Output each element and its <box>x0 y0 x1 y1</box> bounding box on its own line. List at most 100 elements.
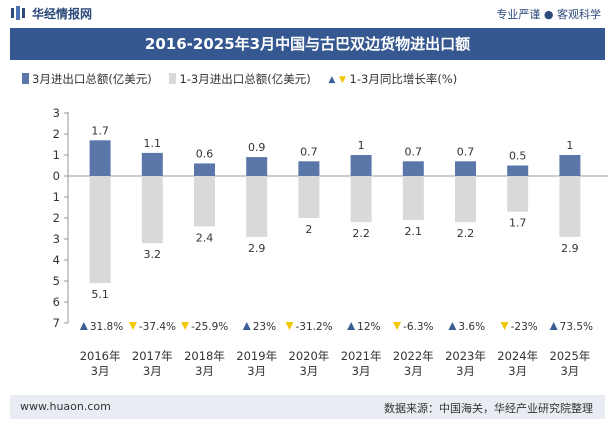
legend-swatch-cumulative <box>169 73 177 84</box>
y-tick-label: 3 <box>53 106 60 120</box>
bar-cumulative <box>507 176 529 212</box>
bar-march <box>402 161 424 176</box>
growth-down-icon <box>128 322 137 330</box>
data-label-march: 1 <box>358 139 365 152</box>
legend-item-growth: ▲ ▼ 1-3月同比增长率(%) <box>328 71 457 87</box>
category-label: 2023年 3月 <box>445 349 486 378</box>
category-label: 2024年 3月 <box>497 349 538 378</box>
bar-cumulative <box>89 176 111 284</box>
data-label-march: 0.7 <box>300 145 318 158</box>
footer-source: 数据来源：中国海关，华经产业研究院整理 <box>384 402 593 415</box>
data-label-cumulative: 2 <box>305 223 312 236</box>
growth-down-icon <box>285 322 294 330</box>
data-label-march: 0.6 <box>196 147 214 160</box>
growth-label: 73.5% <box>560 321 593 333</box>
growth-up-icon <box>79 322 88 330</box>
data-label-cumulative: 2.9 <box>248 242 266 255</box>
bar-cumulative <box>402 176 424 221</box>
category-label: 2017年 3月 <box>132 349 173 378</box>
growth-up-icon <box>242 322 251 330</box>
bar-cumulative <box>298 176 320 218</box>
tagline: 专业严谨 ● 客观科学 <box>496 8 601 21</box>
bar-march <box>507 165 529 176</box>
category-label: 2021年 3月 <box>341 349 382 378</box>
title-band: 2016-2025年3月中国与古巴双边货物进出口额 <box>10 28 605 60</box>
category-label: 2025年 3月 <box>550 349 591 378</box>
data-label-march: 1 <box>566 139 573 152</box>
y-tick-label: 3 <box>53 232 60 246</box>
growth-label: -25.9% <box>191 321 228 333</box>
bar-chart: 3 2 1 0 1 2 3 4 5 6 7 1.7 5.1 31.8% 2016年 3月 1.1 3.2 -37.4… <box>53 106 608 378</box>
bar-cumulative <box>350 176 372 223</box>
legend-label-growth: 1-3月同比增长率(%) <box>349 72 458 86</box>
category-label: 2019年 3月 <box>236 349 277 378</box>
data-label-cumulative: 2.2 <box>352 227 370 240</box>
triangle-down-icon: ▼ <box>338 75 346 85</box>
data-label-march: 0.7 <box>457 145 475 158</box>
logo-icon <box>11 6 25 20</box>
growth-label: 12% <box>357 321 380 333</box>
growth-up-icon <box>448 322 457 330</box>
data-label-march: 0.5 <box>509 150 527 163</box>
bar-march <box>194 163 215 176</box>
site-name: 华经情报网 <box>32 7 93 21</box>
bar-march <box>298 161 320 176</box>
bar-cumulative <box>246 176 268 237</box>
y-tick-label: 6 <box>53 295 60 309</box>
growth-up-icon <box>549 322 558 330</box>
growth-label: -37.4% <box>139 321 176 333</box>
data-label-march: 1.7 <box>91 124 109 137</box>
bar-march <box>350 155 372 176</box>
data-label-march: 0.7 <box>405 145 423 158</box>
bar-cumulative <box>455 176 476 223</box>
growth-label: 3.6% <box>458 321 485 333</box>
growth-down-icon <box>500 322 509 330</box>
y-tick-label: 7 <box>53 316 60 330</box>
bar-march <box>455 161 476 176</box>
growth-label: 31.8% <box>90 321 123 333</box>
legend-label-cumulative: 1-3月进出口总额(亿美元) <box>179 72 311 86</box>
growth-up-icon <box>347 322 356 330</box>
y-tick-label: 5 <box>53 274 60 288</box>
y-tick-label: 1 <box>53 148 60 162</box>
y-tick-label: 0 <box>53 169 60 183</box>
legend-item-cumulative: 1-3月进出口总额(亿美元) <box>169 71 311 87</box>
footer-url: www.huaon.com <box>20 400 111 413</box>
bar-march <box>141 152 163 176</box>
growth-label: -31.2% <box>296 321 333 333</box>
y-tick-label: 2 <box>53 211 60 225</box>
triangle-up-icon: ▲ <box>328 75 336 85</box>
y-tick-label: 4 <box>53 253 60 267</box>
footer: www.huaon.com 数据来源：中国海关，华经产业研究院整理 <box>10 395 605 419</box>
bar-cumulative <box>141 176 163 244</box>
legend-label-march: 3月进出口总额(亿美元) <box>32 72 152 86</box>
data-label-cumulative: 2.1 <box>405 225 423 238</box>
bar-cumulative <box>194 176 215 227</box>
data-label-march: 1.1 <box>144 137 162 150</box>
bar-cumulative <box>559 176 581 237</box>
growth-label: -6.3% <box>403 321 433 333</box>
legend-item-march: 3月进出口总额(亿美元) <box>22 71 152 87</box>
category-label: 2022年 3月 <box>393 349 434 378</box>
y-tick-label: 1 <box>53 190 60 204</box>
y-tick-label: 2 <box>53 127 60 141</box>
data-label-cumulative: 1.7 <box>509 217 527 230</box>
legend-swatch-march <box>22 73 29 84</box>
data-label-cumulative: 2.4 <box>196 231 214 244</box>
bar-march <box>89 140 111 176</box>
data-label-march: 0.9 <box>248 141 266 154</box>
data-label-cumulative: 3.2 <box>144 248 162 261</box>
growth-label: -23% <box>511 321 538 333</box>
top-bar: 华经情报网 专业严谨 ● 客观科学 <box>0 0 615 26</box>
data-label-cumulative: 5.1 <box>91 288 109 301</box>
category-label: 2018年 3月 <box>184 349 225 378</box>
growth-down-icon <box>393 322 402 330</box>
category-label: 2016年 3月 <box>80 349 121 378</box>
growth-label: 23% <box>253 321 276 333</box>
bar-march <box>246 157 268 176</box>
growth-down-icon <box>181 322 190 330</box>
legend: 3月进出口总额(亿美元) 1-3月进出口总额(亿美元) ▲ ▼ 1-3月同比增长… <box>22 71 471 87</box>
category-label: 2020年 3月 <box>289 349 330 378</box>
data-label-cumulative: 2.9 <box>561 242 579 255</box>
chart-title: 2016-2025年3月中国与古巴双边货物进出口额 <box>144 35 471 53</box>
